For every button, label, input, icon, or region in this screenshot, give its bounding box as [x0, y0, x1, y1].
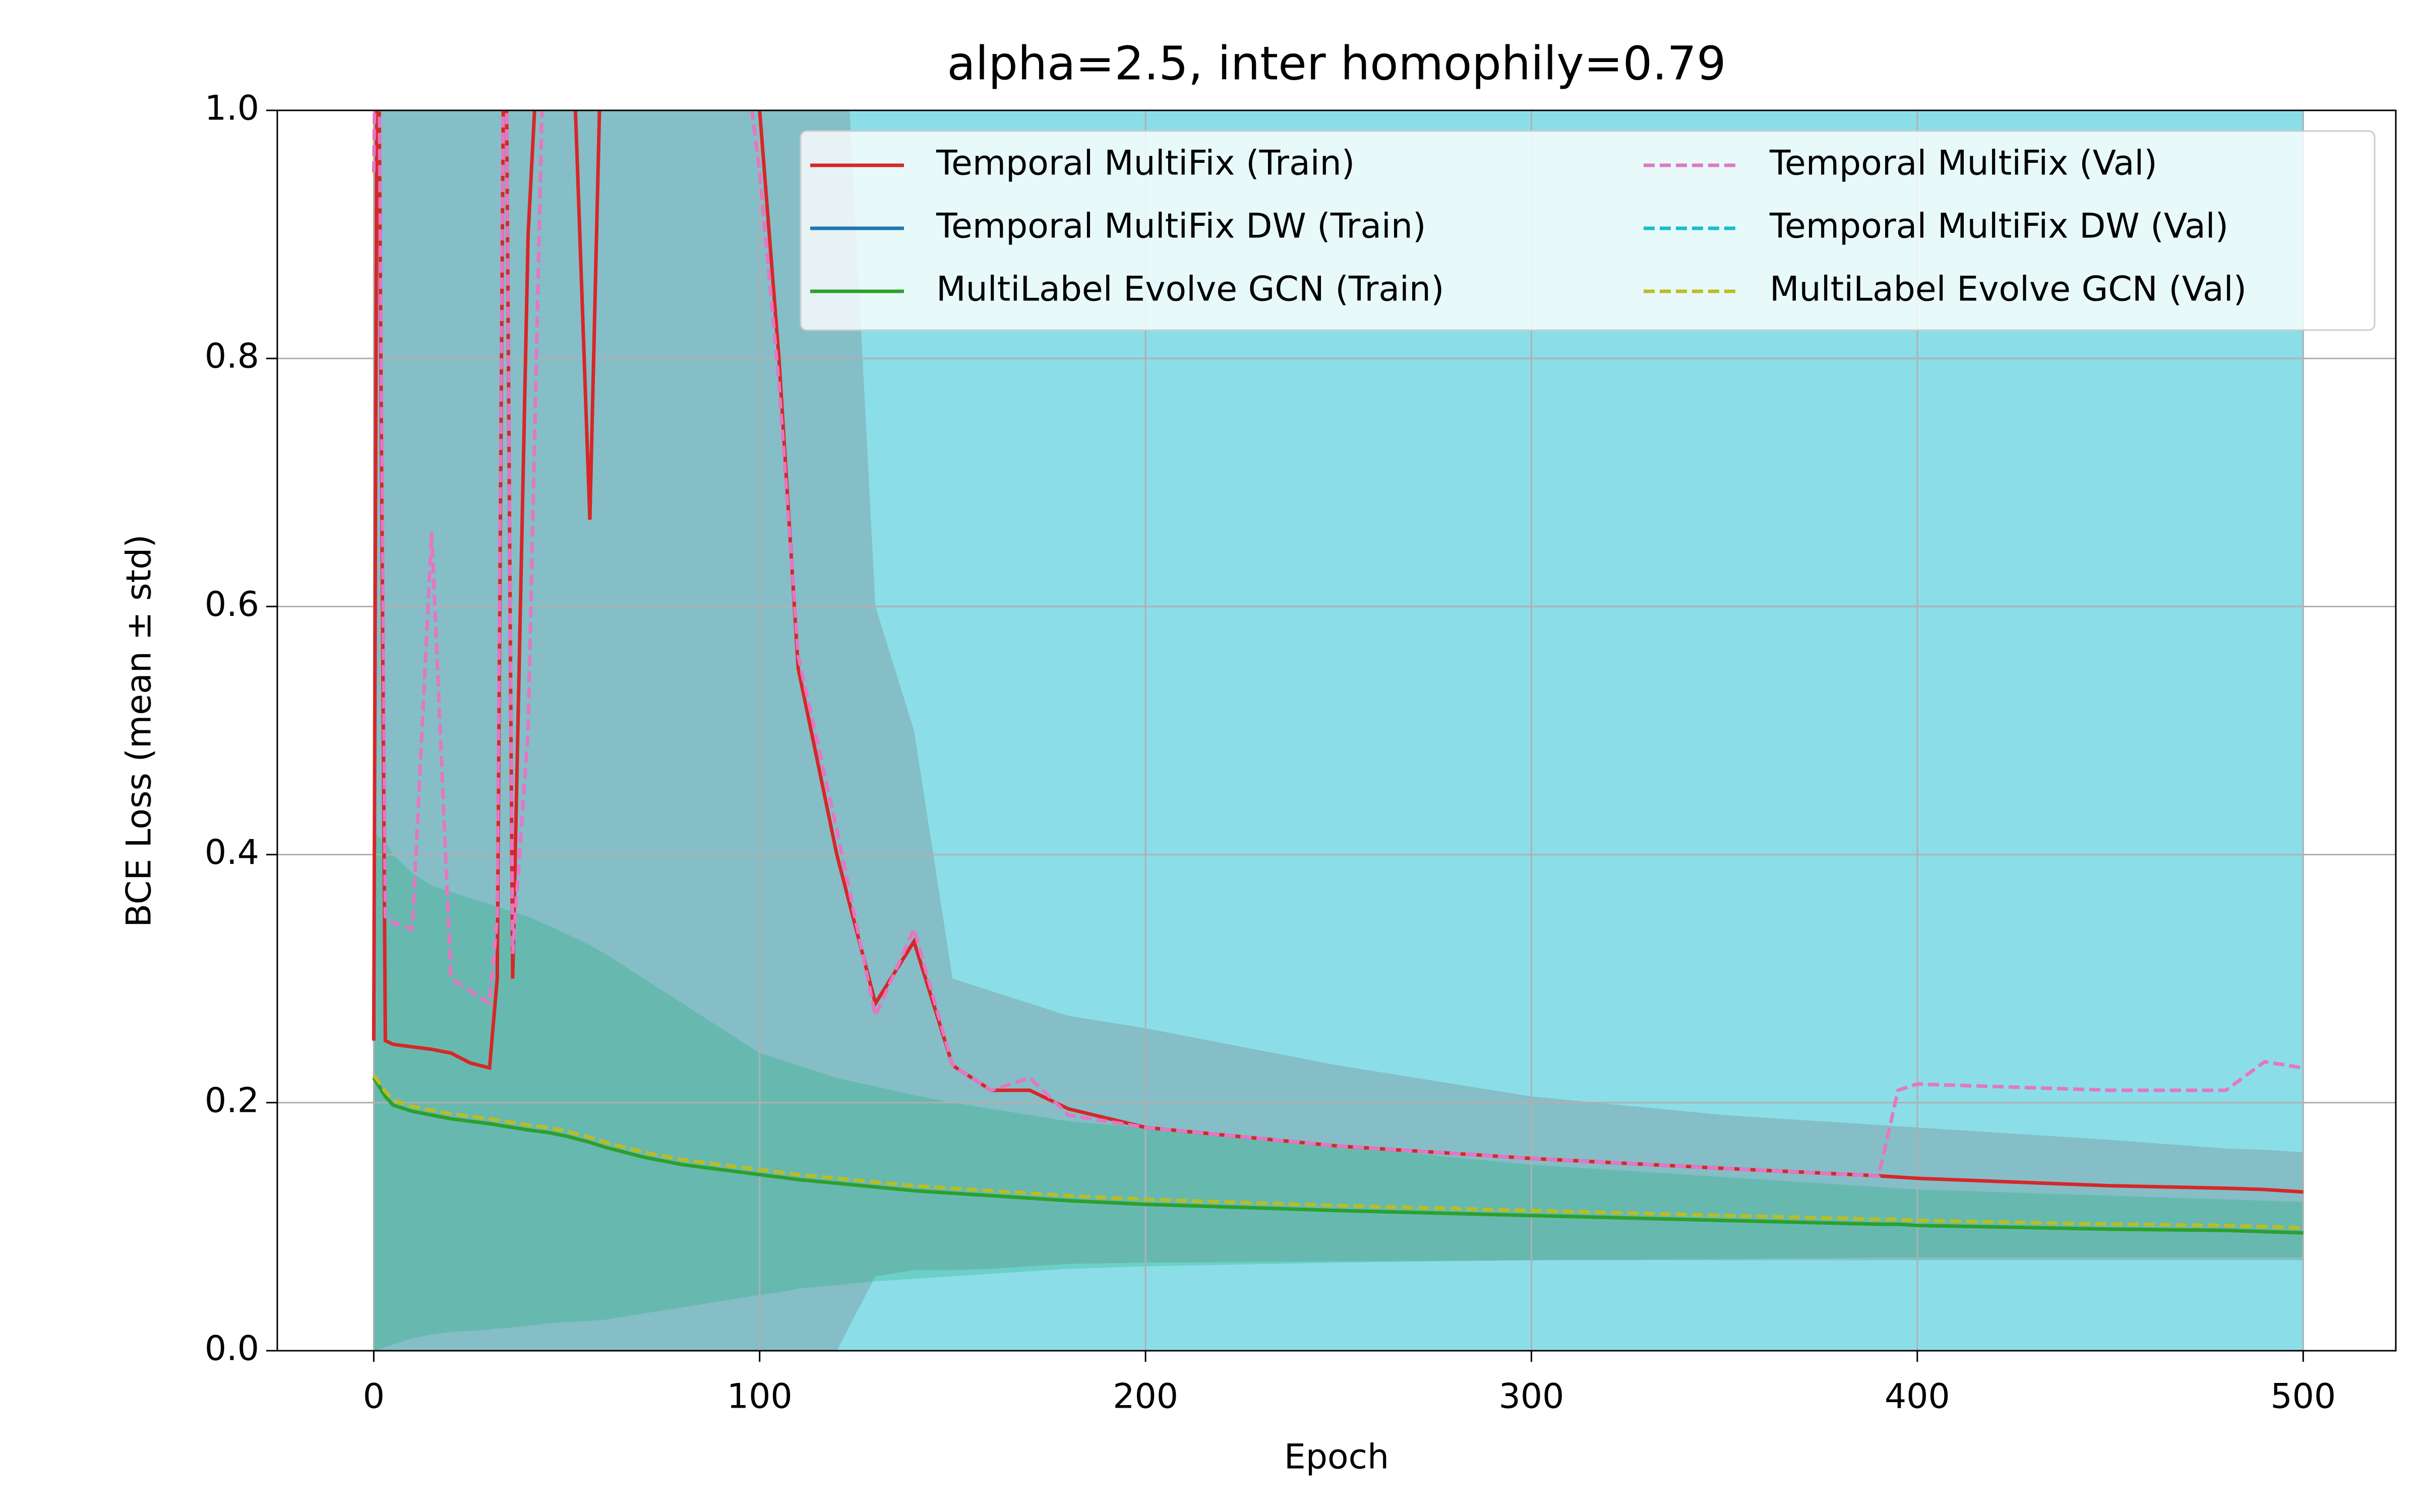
series-line: [372, 1077, 2304, 1235]
x-tick-label: 200: [1113, 1377, 1178, 1417]
y-axis-label: BCE Loss (mean ± std): [119, 534, 159, 927]
legend-label: MultiLabel Evolve GCN (Val): [1770, 270, 2247, 309]
legend-label: Temporal MultiFix (Val): [1769, 144, 2157, 183]
series-line: [372, 1074, 2304, 1230]
y-tick-label: 0.4: [205, 833, 259, 872]
y-tick-label: 0.6: [205, 585, 259, 624]
chart-title: alpha=2.5, inter homophily=0.79: [947, 36, 1726, 90]
x-tick-label: 100: [727, 1377, 793, 1417]
y-tick-label: 1.0: [205, 89, 259, 129]
y-tick-label: 0.2: [205, 1081, 259, 1120]
x-tick-label: 0: [363, 1377, 385, 1417]
lines: [372, 110, 2304, 1235]
x-axis-label: Epoch: [1284, 1437, 1389, 1477]
x-tick-label: 400: [1885, 1377, 1950, 1417]
x-tick-label: 500: [2270, 1377, 2336, 1417]
legend-label: Temporal MultiFix DW (Train): [936, 207, 1426, 246]
series-line: [372, 110, 2304, 1178]
y-tick-label: 0.0: [205, 1329, 259, 1369]
legend-label: Temporal MultiFix DW (Val): [1769, 207, 2228, 246]
legend-box: [800, 130, 2376, 331]
x-tick-label: 300: [1499, 1377, 1564, 1417]
legend: Temporal MultiFix (Train) Temporal MultiF…: [800, 130, 2376, 331]
y-tick-label: 0.8: [205, 337, 259, 376]
bands: [374, 110, 2304, 1351]
legend-label: Temporal MultiFix (Train): [936, 144, 1355, 183]
axes: 0 100 200 300 400 500 0.0 0.2 0.4 0.6 0.8 1.0: [205, 89, 2397, 1417]
std-band: [374, 110, 2304, 1351]
plot-frame: [276, 109, 2397, 1352]
legend-label: MultiLabel Evolve GCN (Train): [936, 270, 1444, 309]
